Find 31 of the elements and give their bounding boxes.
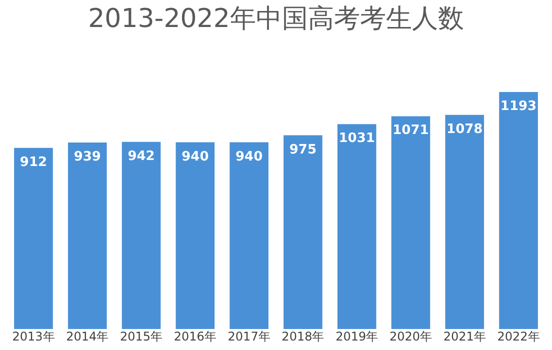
x-tick-label: 2021年 xyxy=(443,330,486,344)
bar xyxy=(176,142,215,329)
data-label: 939 xyxy=(74,149,101,164)
bar xyxy=(445,114,484,329)
bar xyxy=(337,124,376,329)
data-label: 1071 xyxy=(392,123,429,138)
data-label: 1193 xyxy=(500,99,537,114)
bar xyxy=(230,142,268,329)
data-label: 1078 xyxy=(446,122,483,137)
data-label: 1031 xyxy=(338,131,375,146)
bar xyxy=(122,142,161,329)
x-tick-label: 2015年 xyxy=(120,330,163,344)
data-label: 912 xyxy=(20,154,48,170)
data-label: 975 xyxy=(289,142,317,158)
data-label: 940 xyxy=(182,149,209,164)
x-tick-label: 2020年 xyxy=(389,330,432,344)
x-tick-label: 2014年 xyxy=(66,330,109,344)
bar xyxy=(391,116,430,329)
x-tick-label: 2019年 xyxy=(336,330,378,344)
data-label: 940 xyxy=(235,149,263,164)
bar xyxy=(14,148,53,329)
bar xyxy=(284,135,322,329)
chart-title: 2013-2022年中国高考考生人数 xyxy=(88,4,464,34)
bar xyxy=(68,142,107,329)
data-label: 942 xyxy=(128,148,155,164)
x-tick-label: 2018年 xyxy=(282,330,324,344)
bar xyxy=(499,92,538,329)
x-tick-label: 2016年 xyxy=(174,330,216,344)
x-tick-label: 2022年 xyxy=(497,330,540,344)
x-tick-label: 2013年 xyxy=(12,330,55,344)
x-tick-label: 2017年 xyxy=(228,330,270,344)
